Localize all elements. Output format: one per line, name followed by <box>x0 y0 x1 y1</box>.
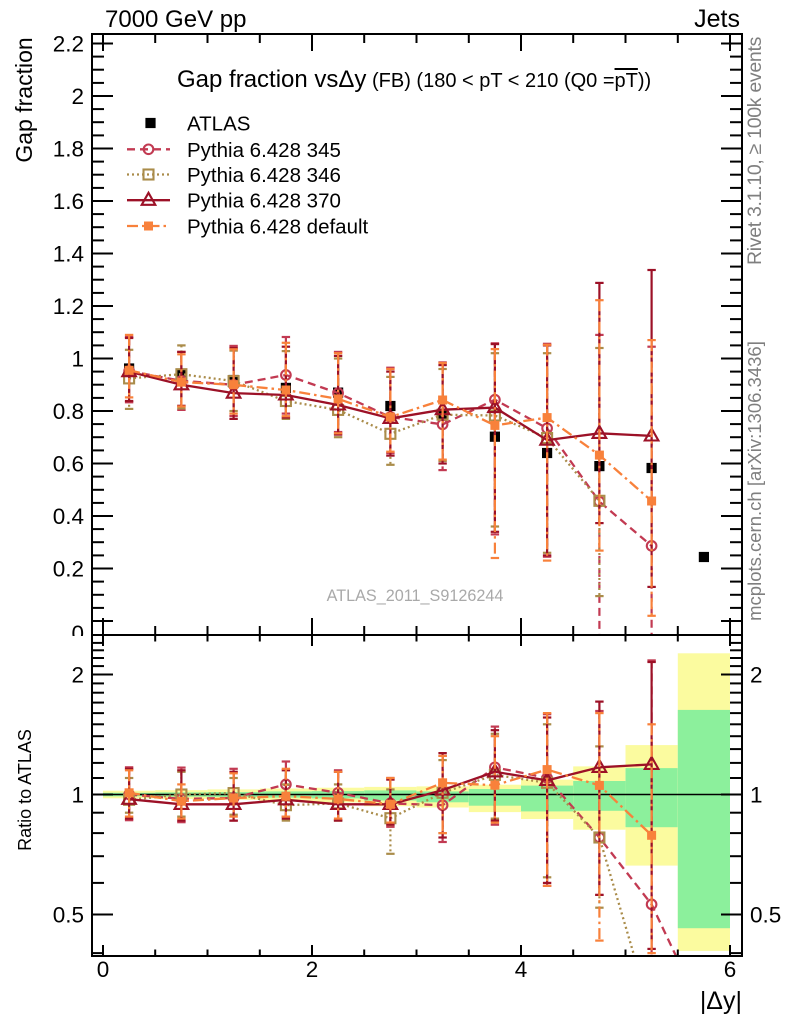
svg-text:Jets: Jets <box>694 5 740 33</box>
svg-text:Pythia 6.428 346: Pythia 6.428 346 <box>187 164 341 187</box>
svg-text:0.6: 0.6 <box>53 452 84 477</box>
svg-text:1.4: 1.4 <box>53 242 84 267</box>
svg-text:Ratio to ATLAS: Ratio to ATLAS <box>15 729 35 851</box>
svg-text:2: 2 <box>306 957 319 982</box>
svg-text:|Δy|: |Δy| <box>700 987 742 1015</box>
svg-text:2: 2 <box>71 84 84 109</box>
svg-text:1.2: 1.2 <box>53 294 84 319</box>
svg-text:7000 GeV pp: 7000 GeV pp <box>105 6 246 33</box>
svg-text:1.6: 1.6 <box>53 189 84 214</box>
svg-text:2: 2 <box>750 663 763 688</box>
svg-text:1: 1 <box>71 783 84 808</box>
svg-text:Gap fraction vsΔy (FB) (180 <: Gap fraction vsΔy (FB) (180 < pT < 210 (… <box>177 66 651 93</box>
svg-text:Pythia 6.428 370: Pythia 6.428 370 <box>187 190 341 213</box>
svg-text:6: 6 <box>724 957 737 982</box>
svg-text:Rivet 3.1.10, ≥ 100k events: Rivet 3.1.10, ≥ 100k events <box>744 36 766 265</box>
svg-text:Pythia 6.428 default: Pythia 6.428 default <box>187 216 369 239</box>
svg-text:2: 2 <box>71 663 84 688</box>
svg-text:ATLAS: ATLAS <box>187 113 250 136</box>
svg-text:0.5: 0.5 <box>750 903 781 928</box>
svg-text:0.4: 0.4 <box>53 504 84 529</box>
svg-text:1.8: 1.8 <box>53 137 84 162</box>
svg-text:4: 4 <box>515 957 528 982</box>
svg-text:0: 0 <box>97 957 110 982</box>
svg-text:Gap fraction: Gap fraction <box>11 37 37 162</box>
svg-text:0: 0 <box>71 621 84 646</box>
svg-text:ATLAS_2011_S9126244: ATLAS_2011_S9126244 <box>327 587 504 605</box>
svg-text:1: 1 <box>750 783 763 808</box>
svg-text:0.8: 0.8 <box>53 399 84 424</box>
svg-text:Pythia 6.428 345: Pythia 6.428 345 <box>187 139 341 162</box>
svg-text:1: 1 <box>71 347 84 372</box>
svg-text:mcplots.cern.ch [arXiv:1306.34: mcplots.cern.ch [arXiv:1306.3436] <box>744 341 765 621</box>
svg-text:2.2: 2.2 <box>53 32 84 57</box>
svg-text:0.2: 0.2 <box>53 557 84 582</box>
svg-text:0.5: 0.5 <box>53 903 84 928</box>
